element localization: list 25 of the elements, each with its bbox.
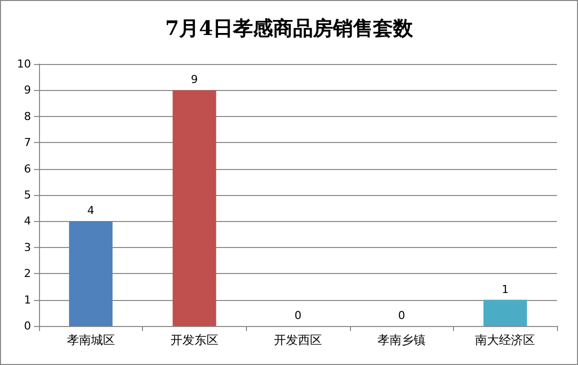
y-tick-label: 5 [24, 188, 31, 202]
x-tick-label: 孝南城区 [66, 333, 115, 347]
y-tick-label: 4 [24, 214, 31, 228]
bar [172, 90, 216, 326]
bar [69, 221, 113, 326]
y-tick-label: 3 [24, 240, 31, 254]
y-tick-label: 0 [24, 320, 31, 332]
data-label: 9 [190, 73, 198, 86]
x-tick-label: 开发西区 [274, 333, 322, 347]
y-tick-label: 10 [17, 58, 31, 70]
y-tick-label: 6 [24, 162, 31, 176]
x-tick-label: 南大经济区 [475, 333, 536, 347]
y-tick-label: 2 [24, 267, 31, 280]
data-label: 0 [398, 309, 406, 322]
bar [483, 300, 527, 326]
y-tick-label: 9 [24, 84, 31, 97]
chart-title: 7月4日孝感商品房销售套数 [165, 16, 414, 40]
x-tick-label: 开发东区 [170, 333, 218, 347]
data-label: 4 [87, 204, 94, 218]
y-tick-label: 8 [24, 110, 31, 123]
data-label: 1 [502, 282, 509, 296]
x-tick-label: 孝南乡镇 [378, 333, 426, 347]
y-tick-label: 1 [24, 293, 31, 306]
data-label: 0 [294, 309, 302, 322]
y-tick-label: 7 [24, 136, 31, 150]
